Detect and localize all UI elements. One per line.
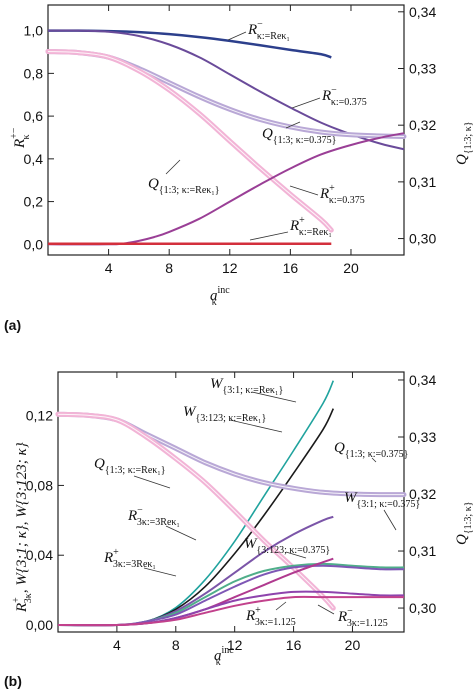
y-tick-label-right: 0,33 — [409, 60, 436, 76]
annotation-a1: R− κ:=Reκ₁ — [247, 19, 290, 42]
annotation-a2: R− κ:=0.375 — [321, 85, 367, 108]
y-tick-label-left: 0,08 — [26, 477, 53, 493]
y-axis-label-right: Q{1:3; κ} — [454, 501, 474, 545]
x-tick-label: 12 — [222, 260, 238, 276]
x-tick-label: 20 — [345, 637, 361, 653]
annotation-b10: R− 3κ:=1.125 — [337, 606, 388, 629]
series-line-highlight-2 — [47, 51, 405, 137]
y-tick-label-right: 0,31 — [409, 174, 436, 190]
y-tick-label-left: 0,12 — [26, 408, 53, 424]
y-tick-label-right: 0,30 — [409, 600, 436, 616]
annotation-b9: R+ 3κ:=1.125 — [245, 605, 296, 628]
leader-line-a2 — [291, 97, 321, 109]
leader-line-b10 — [317, 604, 335, 615]
x-tick-label: 8 — [172, 637, 180, 653]
y-tick-label-right: 0,32 — [409, 117, 436, 133]
leader-line-a3 — [285, 121, 301, 129]
x-tick-label: 4 — [113, 637, 121, 653]
leader-line-b8 — [143, 567, 177, 577]
y-tick-label-left: 0,4 — [24, 151, 44, 167]
x-tick-label: 16 — [283, 260, 299, 276]
annotation-b4: Q{1:3; κ:=Reκ₁} — [94, 456, 166, 476]
leader-line-a4 — [165, 159, 181, 175]
annotation-b3: Q{1:3; κ:=0.375} — [334, 440, 408, 460]
chart-a: 4 8 12 16 20 0,0 0,2 0,4 0,6 0,8 1,0 0,30 0,31 0,32 0,… — [4, 4, 474, 333]
leader-line-b3 — [371, 457, 377, 463]
panel-label-b: (b) — [4, 673, 22, 689]
y-tick-label-left: 0,00 — [26, 617, 53, 633]
y-tick-label-right: 0,34 — [409, 372, 436, 388]
x-tick-label: 8 — [165, 260, 173, 276]
leader-line-b1 — [251, 391, 297, 403]
series-line-4 — [57, 515, 334, 627]
series-line-highlight-3 — [47, 51, 332, 231]
series-line-1 — [47, 29, 405, 151]
annotation-b6: R− 3κ:=3Reκ₁ — [127, 505, 180, 528]
panel-label-a: (a) — [4, 317, 21, 333]
y-tick-label-right: 0,30 — [409, 231, 436, 247]
annotation-a4: Q{1:3; κ:=Reκ₁} — [148, 176, 220, 196]
y-tick-label-left: 0,8 — [24, 65, 44, 81]
plot-frame-a — [47, 4, 405, 256]
plot-frame-b — [57, 371, 405, 633]
annotation-b5: W{3:1; κ:=0.375} — [344, 490, 420, 510]
leader-line-b7 — [285, 551, 307, 559]
y-tick-label-right: 0,33 — [409, 429, 436, 445]
series-line-9 — [57, 595, 404, 627]
leader-line-a1 — [227, 31, 247, 41]
series-line-3 — [55, 411, 336, 611]
x-axis-label: ainc κ — [210, 285, 230, 308]
leader-line-b9 — [275, 601, 287, 611]
y-tick-label-left: 0,0 — [24, 236, 44, 252]
chart-b: 4 8 12 16 20 0,00 0,04 0,08 0,12 0,30 0,31 0,32 0,33… — [4, 371, 474, 689]
series-line-4 — [47, 132, 405, 246]
series-line-highlight-3 — [57, 413, 334, 609]
leader-line-a6 — [249, 231, 289, 241]
y-axis-label-right: Q{1:3; κ} — [454, 121, 474, 165]
y-tick-label-right: 0,32 — [409, 486, 436, 502]
y-tick-label-left: 1,0 — [24, 23, 44, 39]
annotation-a6: R+ κ:=Reκ₁ — [289, 215, 332, 238]
series-line-2 — [45, 49, 407, 139]
y-tick-label-right: 0,34 — [409, 4, 436, 20]
x-axis-label: ainc κ — [214, 645, 234, 668]
annotation-b7: W{3:123; κ:=0.375} — [244, 536, 330, 556]
annotation-b2: W{3:123; κ:=Reκ₁} — [183, 404, 266, 424]
leader-line-a5 — [289, 185, 319, 196]
y-tick-label-left: 0,6 — [24, 108, 44, 124]
y-tick-label-right: 0,31 — [409, 543, 436, 559]
leader-line-b5 — [383, 509, 397, 531]
annotation-b8: R+ 3κ:=3Reκ₁ — [103, 547, 156, 570]
y-axis-label-left: R+−κ — [9, 127, 32, 149]
x-tick-label: 4 — [105, 260, 113, 276]
x-tick-label: 20 — [343, 260, 359, 276]
annotation-a5: R+ κ:=0.375 — [319, 183, 365, 206]
y-axis-label-left: R+3κ, W{3:1; κ}, W{3:123; κ} — [11, 442, 34, 613]
annotation-b1: W{3:1; κ:=Reκ₁} — [210, 376, 283, 396]
leader-line-b4 — [133, 475, 171, 489]
annotation-a3: Q{1:3; κ:=0.375} — [262, 126, 336, 146]
leader-line-b6 — [165, 525, 197, 541]
x-tick-label: 16 — [286, 637, 302, 653]
series-line-6 — [57, 564, 405, 627]
x-tick-label: 12 — [227, 637, 243, 653]
y-tick-label-left: 0,2 — [24, 194, 44, 210]
y-tick-label-left: 0,04 — [26, 547, 53, 563]
leader-line-b2 — [229, 419, 283, 433]
